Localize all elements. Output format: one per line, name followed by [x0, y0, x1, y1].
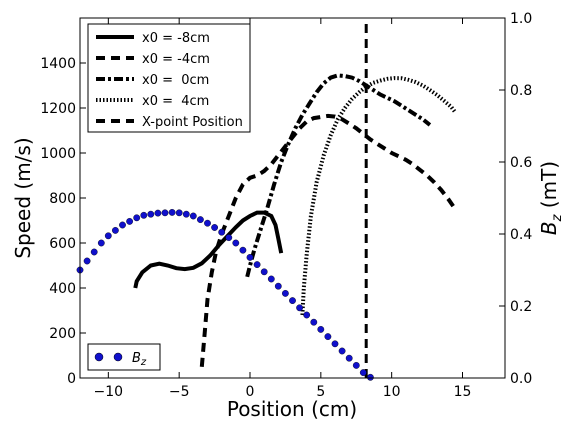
bz-point: [83, 257, 91, 265]
x-axis-title: Position (cm): [227, 397, 357, 421]
y-tick-label: 1000: [40, 146, 76, 162]
x-tick-label: 0: [246, 384, 255, 400]
bz-point: [246, 253, 254, 261]
bz-point: [331, 340, 339, 348]
bz-point: [211, 224, 219, 231]
y2-tick-label: 0.4: [510, 227, 532, 243]
x-tick-label: 5: [316, 384, 325, 400]
y2-tick-label: 0.2: [510, 299, 532, 315]
y2-tick-label: 0.0: [510, 371, 532, 387]
series-line-2: [245, 73, 432, 278]
bz-point: [303, 311, 311, 319]
legend-bz-marker: [113, 352, 123, 362]
y-tick-label: 0: [67, 371, 76, 387]
series-line-3: [300, 76, 457, 316]
bz-point: [196, 216, 204, 224]
axis-tick-labels: −10 −5 0 5 10 15 0 200 400 600 800 1000 1200 1400 0.0 0…: [40, 11, 532, 400]
bz-point: [345, 354, 353, 362]
legend-label-2: x0 = 0cm: [142, 73, 209, 88]
legend-bz-label: Bz: [132, 351, 147, 368]
legend-label-4: X-point Position: [142, 115, 243, 130]
legend-label-0: x0 = -8cm: [142, 31, 210, 46]
x-tick-label: −10: [94, 384, 124, 400]
bz-point: [133, 214, 141, 222]
chart-curves: [133, 18, 458, 378]
axis-ticks: [80, 17, 505, 379]
bz-point: [104, 232, 112, 240]
bz-point: [267, 275, 275, 283]
legend-bz-marker: [94, 352, 104, 362]
y-tick-label: 1400: [40, 56, 76, 72]
bz-point: [90, 248, 98, 256]
y-tick-label: 200: [49, 326, 76, 342]
y2-axis-title: Bz (mT): [537, 161, 565, 235]
y-tick-label: 400: [49, 281, 76, 297]
x-tick-label: 15: [454, 384, 472, 400]
bz-point: [317, 325, 325, 333]
bz-markers: [76, 208, 374, 381]
bz-point: [281, 289, 289, 297]
bz-point: [126, 217, 134, 225]
bz-point: [232, 239, 240, 247]
bz-point: [119, 221, 126, 229]
bz-point: [239, 246, 247, 254]
bz-point: [359, 369, 367, 376]
y-tick-label: 800: [49, 191, 76, 207]
y-tick-label: 600: [49, 236, 76, 252]
x-tick-label: 10: [383, 384, 401, 400]
series-line-1: [199, 113, 458, 367]
bz-point: [338, 347, 346, 355]
bz-point: [260, 268, 268, 276]
bz-point: [324, 333, 332, 340]
bz-point: [175, 209, 183, 217]
bz-point: [140, 211, 148, 219]
bz-point: [204, 219, 211, 227]
bz-point: [310, 318, 318, 326]
bz-point: [225, 234, 233, 242]
bz-point: [274, 282, 282, 290]
bz-point: [168, 208, 176, 216]
legend-label-1: x0 = -4cm: [142, 52, 210, 67]
y2-tick-label: 0.6: [510, 155, 532, 171]
bz-point: [289, 297, 296, 304]
bz-point: [154, 209, 162, 217]
bz-point: [189, 212, 197, 220]
legend-label-3: x0 = 4cm: [142, 94, 209, 109]
bz-point: [218, 228, 226, 236]
y2-tick-label: 1.0: [510, 11, 532, 27]
series-line-0: [133, 210, 284, 289]
bz-point: [147, 210, 155, 218]
bz-point: [97, 239, 105, 247]
y2-tick-label: 0.8: [510, 83, 532, 99]
y-axis-title: Speed (m/s): [11, 137, 35, 258]
bz-point: [366, 373, 374, 381]
y-tick-label: 1200: [40, 101, 76, 117]
legend-curves: x0 = -8cm x0 = -4cm x0 = 0cm x0 = 4cm X-poin…: [87, 23, 251, 133]
x-tick-label: −5: [169, 384, 190, 400]
bz-point: [296, 304, 303, 312]
bz-point: [352, 361, 360, 369]
bz-point: [253, 261, 261, 268]
legend-bz: Bz: [87, 343, 161, 371]
bz-point: [182, 210, 190, 218]
bz-point: [161, 209, 169, 217]
bz-point: [112, 226, 119, 234]
